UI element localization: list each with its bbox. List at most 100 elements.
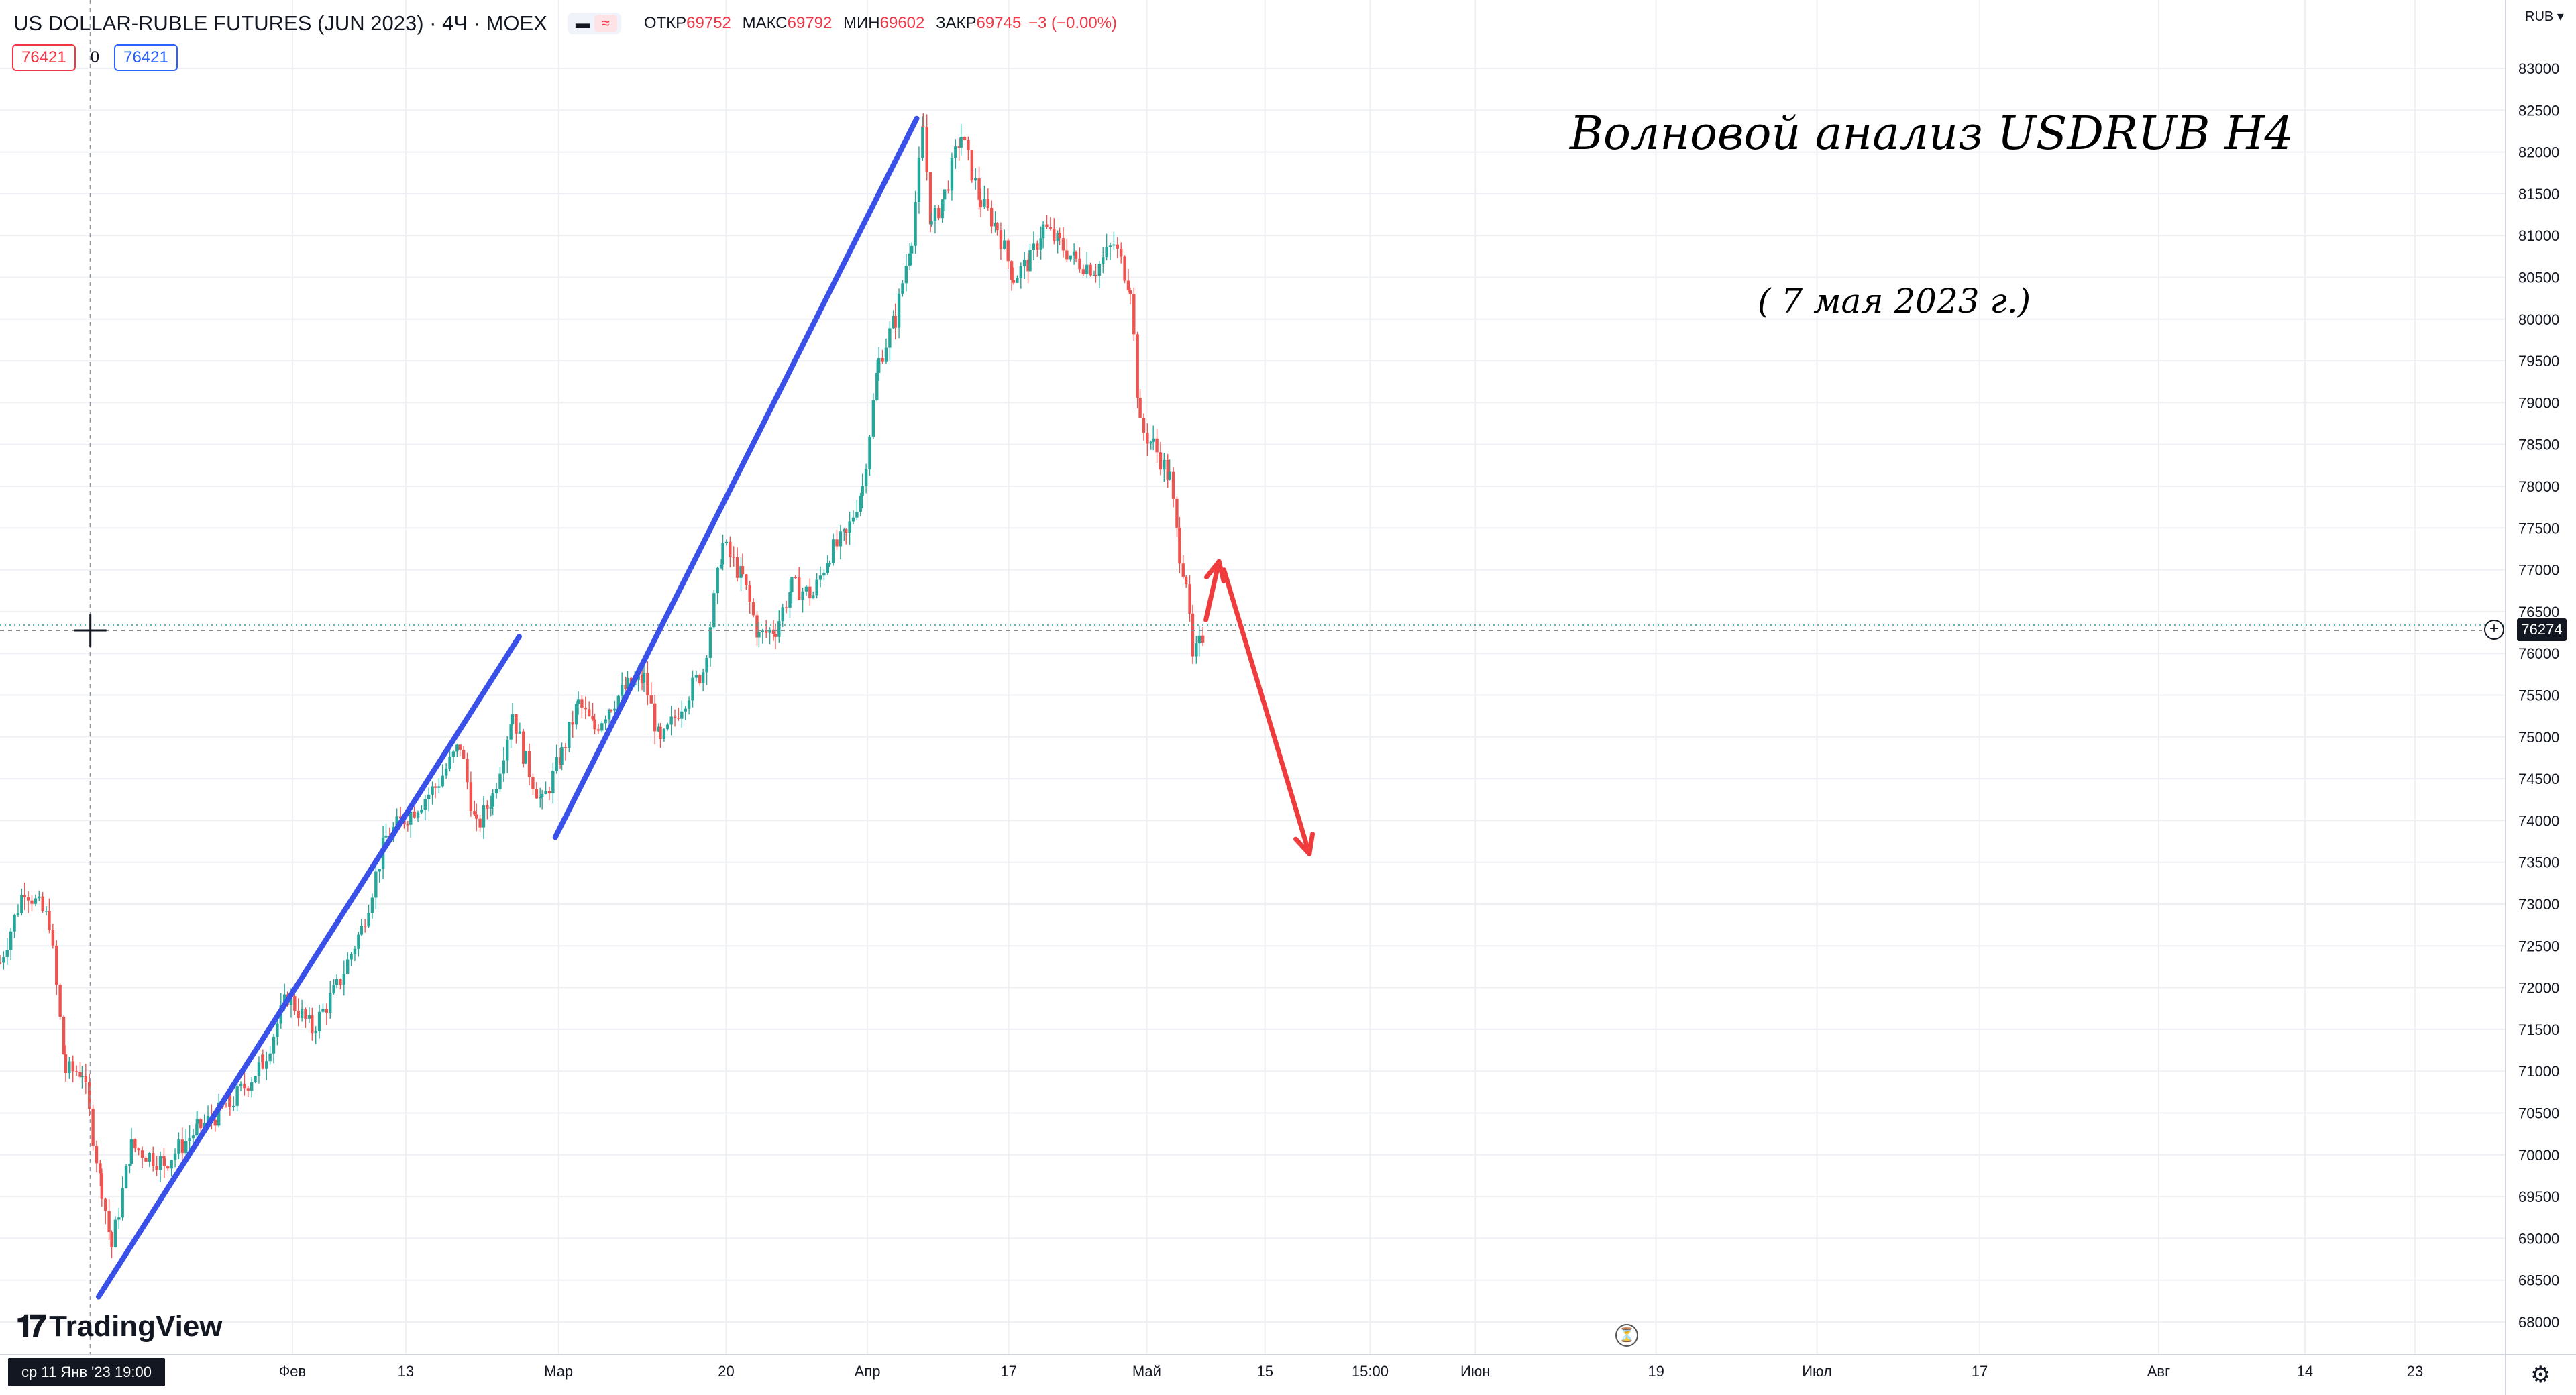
candle-body <box>666 724 669 730</box>
candle-body <box>155 1166 158 1170</box>
y-tick-label: 77500 <box>2518 520 2559 537</box>
x-tick-label: Май <box>1132 1363 1161 1380</box>
candle-body <box>646 673 649 695</box>
candle-body <box>848 521 851 533</box>
candle-body <box>20 895 23 913</box>
candle-body <box>1188 584 1191 614</box>
candle-body <box>1032 243 1036 250</box>
candle-body <box>564 747 568 748</box>
candle-body <box>947 189 950 191</box>
x-tick-label: 15 <box>1256 1363 1273 1380</box>
compare-toggle[interactable]: ▬ ≈ <box>567 13 621 34</box>
candle-body <box>1146 433 1149 444</box>
candle-body <box>1163 459 1166 470</box>
candle-body <box>933 208 937 221</box>
candle-body <box>941 199 944 219</box>
candle-body <box>437 786 441 788</box>
change-value: −3 (−0.00%) <box>1028 14 1118 32</box>
candle-body <box>406 824 410 826</box>
candle-body <box>180 1139 184 1154</box>
candle-body <box>768 629 771 633</box>
candle-body <box>16 913 20 915</box>
candle-body <box>1181 563 1185 577</box>
candle-body <box>930 221 933 225</box>
add-alert-plus-icon[interactable]: + <box>2484 620 2504 640</box>
candle-body <box>469 782 473 812</box>
y-tick-label: 82500 <box>2518 102 2559 119</box>
candle-body <box>986 198 990 208</box>
candle-body <box>861 486 864 496</box>
candle-body <box>99 1163 102 1174</box>
candle-body <box>95 1146 99 1164</box>
candle-body <box>950 158 954 191</box>
x-tick-label: 17 <box>1000 1363 1016 1380</box>
candle-body <box>604 719 607 724</box>
candle-body <box>892 316 895 329</box>
candle-body <box>509 724 513 740</box>
candle-body <box>642 673 646 683</box>
candle-body <box>329 993 332 1013</box>
candle-body <box>129 1139 133 1164</box>
candle-body <box>908 253 912 266</box>
candle-body <box>828 563 831 565</box>
candle-body <box>719 564 723 568</box>
candle-body <box>558 757 562 765</box>
candle-body <box>232 1105 235 1107</box>
y-tick-label: 83000 <box>2518 60 2559 77</box>
candle-body <box>839 531 843 547</box>
candle-body <box>790 577 794 592</box>
timezone-icon[interactable]: ⏳ <box>1615 1324 1638 1347</box>
candle-body <box>777 621 781 637</box>
candle-body <box>239 1083 243 1087</box>
y-tick-label: 74500 <box>2518 771 2559 787</box>
candle-body <box>1175 498 1179 528</box>
candle-body <box>1092 275 1096 276</box>
candle-body <box>662 729 666 739</box>
candle-body <box>851 517 855 522</box>
candle-body <box>199 1119 203 1129</box>
annotation-title[interactable]: Волновой анализ USDRUB H4 <box>1570 107 2294 160</box>
candle-body <box>1072 251 1076 256</box>
annotation-date[interactable]: ( 7 мая 2023 г.) <box>1758 282 2031 321</box>
symbol-title[interactable]: US DOLLAR-RUBLE FUTURES (JUN 2023) · 4Ч … <box>13 11 547 35</box>
candle-body <box>144 1158 148 1162</box>
currency-label[interactable]: RUB ▾ <box>2525 9 2564 24</box>
candle-body <box>511 714 515 725</box>
sell-price[interactable]: 76421 <box>12 44 76 71</box>
y-tick-label: 78000 <box>2518 478 2559 495</box>
candle-body <box>914 202 917 246</box>
candle-body <box>378 869 381 872</box>
candle-body <box>527 751 531 777</box>
candle-body <box>1191 613 1195 657</box>
candle-body <box>701 672 705 683</box>
candle-body <box>859 495 862 512</box>
projection-arrow <box>1203 559 1222 622</box>
candle-body <box>433 786 437 788</box>
candle-body <box>325 1008 329 1013</box>
candle-body <box>416 812 420 818</box>
candle-body <box>350 954 353 960</box>
candle-body <box>705 657 708 673</box>
candle-body <box>1022 260 1026 266</box>
candle-body <box>657 726 660 732</box>
candle-body <box>669 716 673 725</box>
candle-body <box>162 1158 166 1166</box>
x-tick-label: 17 <box>1972 1363 1988 1380</box>
gear-icon[interactable]: ⚙ <box>2530 1362 2551 1388</box>
y-tick-label: 81000 <box>2518 227 2559 244</box>
tradingview-logo[interactable]: 𝟏𝟕 TradingView <box>16 1308 223 1345</box>
buy-price[interactable]: 76421 <box>114 44 178 71</box>
candle-body <box>311 1015 314 1034</box>
candle-body <box>571 722 574 725</box>
y-tick-label: 73500 <box>2518 854 2559 871</box>
candle-body <box>420 810 423 813</box>
candle-body <box>133 1139 137 1149</box>
projection-arrowhead <box>1293 832 1316 856</box>
drawings[interactable] <box>0 0 2506 1355</box>
candle-body <box>518 731 522 734</box>
candle-body <box>206 1115 210 1123</box>
candle-body <box>797 577 801 600</box>
y-tick-label: 69000 <box>2518 1230 2559 1247</box>
